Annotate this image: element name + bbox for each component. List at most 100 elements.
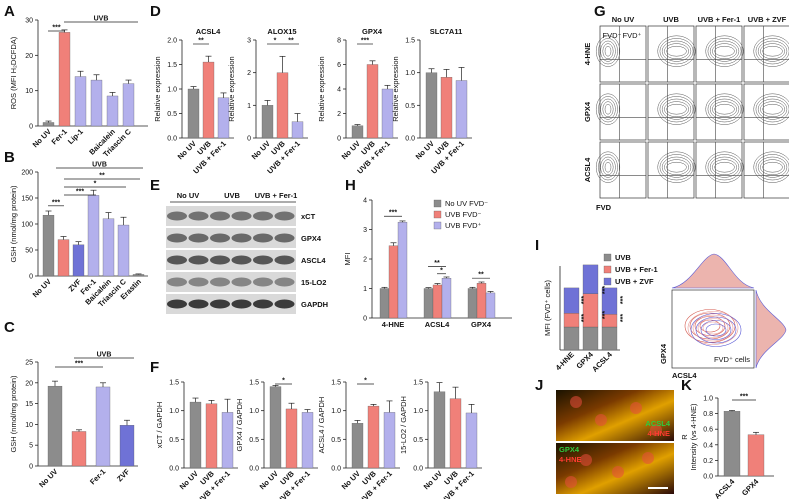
- chart-f-subplot-ytick-label: 1.0: [249, 408, 259, 415]
- chart-c-ytick-label: 15: [25, 401, 33, 408]
- flow-contour: [664, 43, 689, 60]
- chart-d-bar: [291, 121, 304, 139]
- chart-i-bar: [563, 326, 580, 351]
- contour-ring: [695, 316, 737, 344]
- flow-plot-frame: [695, 141, 743, 199]
- flow-row-label: ACSL4: [583, 157, 592, 182]
- contour-ring: [705, 323, 727, 337]
- chart-k: 0.0 0.2 0.4 0.6 0.8 1.0 R Intensity (vs 4-HNE) A…: [680, 394, 774, 499]
- chart-d-subplot-ytick-label: 2: [247, 70, 251, 77]
- image-cell: [570, 396, 582, 408]
- chart-f-sig: *: [282, 378, 285, 385]
- flow-contour: [659, 38, 694, 65]
- chart-b-ytick-label: 200: [21, 170, 33, 177]
- chart-i-legend-label: UVB: [615, 253, 631, 262]
- contour-ylabel: GPX4: [659, 343, 668, 364]
- chart-k-ylabel: R: [680, 434, 689, 440]
- flow-contour: [714, 103, 735, 115]
- flow-contour: [600, 40, 616, 62]
- chart-f-bar: [205, 403, 218, 469]
- chart-h-ytick-label: 0: [363, 316, 367, 323]
- blot-band: [167, 277, 187, 287]
- chart-d-subplot-ylabel: Relative expression: [227, 56, 236, 121]
- chart-b-ytick-label: 100: [21, 222, 33, 229]
- chart-d-title: GPX4: [362, 27, 383, 36]
- chart-f-bar: [465, 412, 478, 469]
- flow-contour: [600, 98, 616, 120]
- chart-d-bar: [351, 125, 364, 139]
- chart-h-bar: [397, 221, 408, 319]
- blot-row-label: GPX4: [301, 234, 322, 243]
- chart-d-subplot-ytick-label: 0.5: [405, 103, 415, 110]
- histogram-right: [755, 289, 787, 369]
- flow-contour: [664, 101, 689, 118]
- contour-ring: [692, 314, 734, 342]
- chart-k-ylabel: Intensity (vs 4-HNE): [689, 403, 698, 471]
- chart-f-bar: [351, 423, 364, 469]
- chart-h-ytick-label: 4: [363, 198, 367, 205]
- flow-contour: [595, 93, 621, 125]
- chart-d-bar: [187, 88, 200, 139]
- chart-f-bar: [269, 386, 282, 469]
- chart-f-subplot-ytick-label: 1.5: [249, 380, 259, 387]
- image-cell: [630, 402, 642, 414]
- flow-plot-frame: [647, 25, 695, 83]
- flow-contour: [707, 38, 742, 65]
- chart-f-subplot-ytick-label: 1.5: [331, 380, 341, 387]
- image-cell: [612, 466, 624, 478]
- chart-d-bar: [455, 80, 468, 139]
- blot-band: [188, 277, 209, 287]
- chart-h-legend-swatch: [433, 221, 442, 230]
- blot-band: [210, 277, 230, 287]
- chart-d-subplot-ytick-label: 2.0: [167, 38, 177, 45]
- blot-row-label: ASCL4: [301, 256, 326, 265]
- flow-contour: [598, 38, 618, 65]
- blot-column-label: UVB + Fer-1: [255, 191, 298, 200]
- chart-c-category: No UV: [37, 467, 59, 489]
- blot-row-label: GAPDH: [301, 300, 328, 309]
- chart-d-sig: ***: [361, 38, 369, 45]
- chart-a-bar: [122, 83, 135, 127]
- chart-f-subplot-ytick-label: 1.0: [169, 408, 179, 415]
- chart-c: 0 5 10 15 20 25 GSH (nmol/mg protein) No UV Fer-…: [9, 352, 138, 489]
- chart-d-subplot-ytick-label: 0.0: [405, 136, 415, 143]
- chart-f-subplot-ytick-label: 1.0: [331, 408, 341, 415]
- chart-c-bar: [47, 385, 63, 467]
- panel-label-c: C: [4, 319, 15, 336]
- flow-contour: [755, 96, 789, 123]
- chart-h-bar: [476, 283, 487, 319]
- chart-f-subplot-ytick-label: 0.0: [413, 466, 423, 473]
- chart-h-bar: [441, 278, 452, 319]
- chart-h-sig: **: [434, 260, 440, 267]
- flow-contour: [755, 38, 789, 65]
- chart-c-ytick-label: 0: [29, 464, 33, 471]
- chart-h-ytick-label: 3: [363, 227, 367, 234]
- chart-f-category: No UV: [422, 469, 444, 491]
- flow-plot-frame: [647, 141, 695, 199]
- chart-f-subplot-ytick-label: 0.5: [249, 437, 259, 444]
- chart-f-subplot-ylabel: 15-LO2 / GAPDH: [399, 396, 408, 454]
- western-blot-e: No UV UVB UVB + Fer-1 xCT GPX4 ASCL4 15-LO2 GAP…: [166, 191, 328, 314]
- chart-d-title: ALOX15: [267, 27, 296, 36]
- flow-column-label: UVB: [663, 15, 679, 24]
- blot-band: [231, 211, 252, 221]
- flow-gate-label-neg: FVD⁻: [603, 31, 622, 40]
- chart-f-subplot-ytick-label: 0.5: [413, 437, 423, 444]
- flow-contour: [712, 43, 737, 60]
- flow-contour: [709, 40, 740, 62]
- image-cell: [565, 476, 577, 488]
- blot-band: [188, 233, 209, 243]
- flow-contour: [661, 156, 692, 178]
- chart-f-subplot-ytick-label: 1.0: [413, 408, 423, 415]
- blot-band: [231, 233, 252, 243]
- flow-contour: [657, 93, 696, 125]
- chart-i-bar: [563, 313, 580, 328]
- flow-contour: [753, 35, 789, 67]
- flow-contour: [757, 98, 788, 120]
